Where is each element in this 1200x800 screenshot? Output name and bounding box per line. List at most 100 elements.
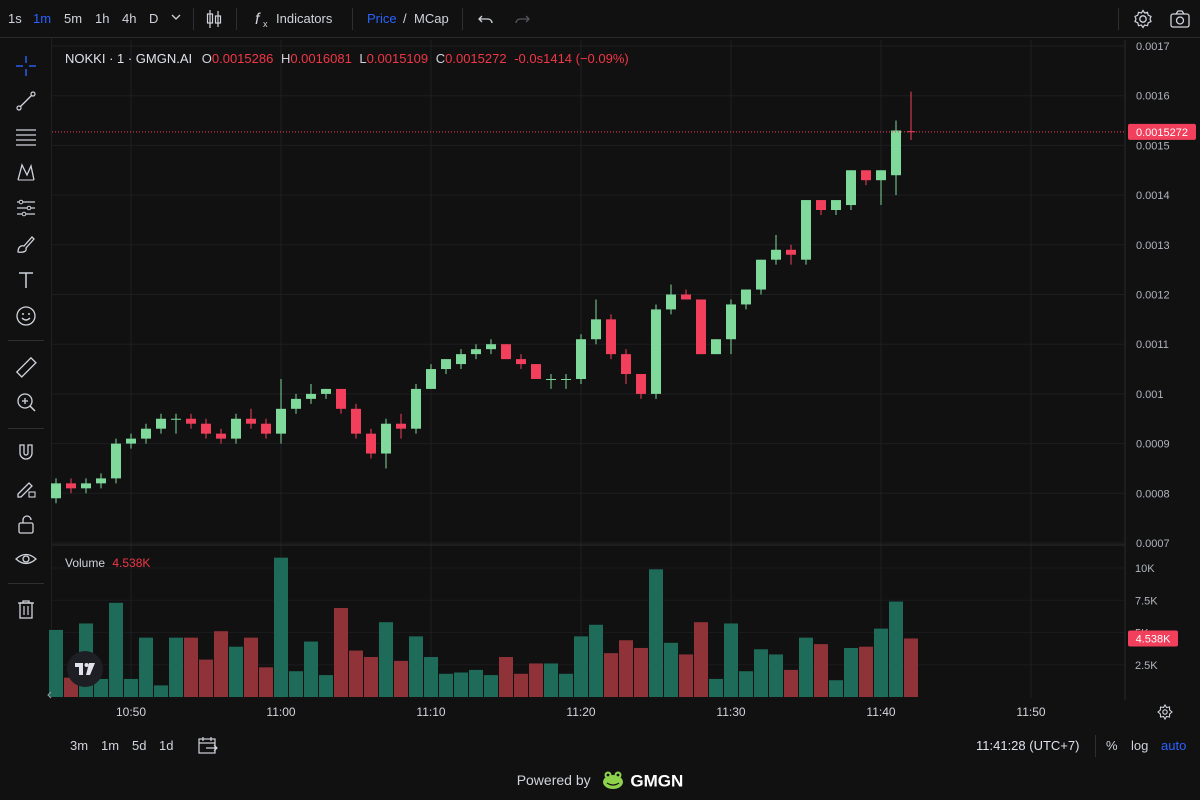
candle-body <box>126 438 136 444</box>
candle-body <box>441 359 451 370</box>
candle-body <box>756 259 766 290</box>
volume-bar <box>544 663 558 697</box>
volume-bar <box>349 650 363 697</box>
emoji-icon[interactable] <box>13 303 39 329</box>
gear-icon[interactable] <box>1132 8 1154 33</box>
candles-icon[interactable] <box>204 8 224 33</box>
candle-body <box>816 200 826 211</box>
volume-bar <box>184 637 198 697</box>
chevron-down-icon[interactable] <box>170 11 182 26</box>
text-icon[interactable] <box>13 267 39 293</box>
candle-body <box>456 354 466 365</box>
range-1d[interactable]: 1d <box>159 738 174 753</box>
open-label: O <box>201 51 212 66</box>
candle-body <box>96 478 106 484</box>
magnet-icon[interactable] <box>13 439 39 465</box>
candle-body <box>141 428 151 439</box>
redo-icon[interactable] <box>513 10 531 31</box>
candle-body <box>51 483 61 499</box>
ruler-icon[interactable] <box>13 354 39 380</box>
volume-bar <box>694 622 708 697</box>
symbol-label[interactable]: NOKKI · 1 · GMGN.AI <box>65 51 193 66</box>
eye-icon[interactable] <box>13 546 39 572</box>
brush-icon[interactable] <box>13 231 39 257</box>
log-toggle[interactable]: log <box>1131 738 1149 753</box>
price-toggle[interactable]: Price <box>367 11 397 26</box>
volume-bar <box>559 673 573 697</box>
trash-icon[interactable] <box>13 596 39 622</box>
candle-body <box>846 170 856 206</box>
volume-legend: Volume 4.538K <box>65 556 150 570</box>
volume-bar <box>649 569 663 697</box>
price-badge: 0.0015272 <box>1136 127 1188 139</box>
timeframe-1h[interactable]: 1h <box>95 11 110 26</box>
unlock-icon[interactable] <box>13 511 39 537</box>
range-1m[interactable]: 1m <box>101 738 120 753</box>
chart-grid <box>52 40 1125 698</box>
time-tick-label: 10:50 <box>116 705 146 719</box>
percent-toggle[interactable]: % <box>1106 738 1118 753</box>
timeframe-5m[interactable]: 5m <box>64 11 83 26</box>
candle-body <box>531 364 541 379</box>
candle-body <box>606 319 616 355</box>
range-3m[interactable]: 3m <box>70 738 89 753</box>
camera-icon[interactable] <box>1169 8 1191 33</box>
candle-body <box>321 388 331 394</box>
volume-bars <box>49 557 918 697</box>
forecast-icon[interactable] <box>13 195 39 221</box>
volume-bar <box>364 657 378 697</box>
volume-bar <box>679 654 693 697</box>
auto-toggle[interactable]: auto <box>1161 738 1187 753</box>
range-5d[interactable]: 5d <box>132 738 147 753</box>
volume-bar <box>424 657 438 697</box>
tradingview-logo-icon <box>75 663 95 675</box>
calendar-icon[interactable] <box>197 735 219 758</box>
volume-bar <box>844 647 858 697</box>
volume-bar <box>379 622 393 697</box>
gmgn-frog-icon <box>601 770 625 793</box>
fib-retracement-icon[interactable] <box>13 124 39 150</box>
change-value: -0.0s1414 (−0.09%) <box>514 51 629 66</box>
clock-timezone[interactable]: 11:41:28 (UTC+7) <box>976 738 1080 753</box>
svg-text:x: x <box>263 19 268 29</box>
volume-bar <box>709 678 723 697</box>
gmgn-brand: GMGN <box>630 771 684 791</box>
timeframe-4h[interactable]: 4h <box>122 11 137 26</box>
candle-body <box>261 423 271 434</box>
volume-label: Volume <box>65 556 106 570</box>
volume-bar <box>814 644 828 697</box>
volume-bar <box>469 669 483 697</box>
timeframe-1m[interactable]: 1m <box>33 11 52 26</box>
price-tick-label: 0.0008 <box>1136 488 1170 500</box>
candle-body <box>741 289 751 305</box>
pattern-icon[interactable] <box>13 159 39 185</box>
volume-bar <box>334 607 348 697</box>
volume-bar <box>529 663 543 697</box>
indicators-button[interactable]: Indicators <box>276 11 333 26</box>
footer: Powered by GMGN <box>0 770 1200 794</box>
volume-bar <box>799 637 813 697</box>
lock-drawings-icon[interactable] <box>13 475 39 501</box>
price-badge-bg <box>1128 123 1196 140</box>
timeframe-D[interactable]: D <box>149 11 159 26</box>
candle-body <box>471 349 481 355</box>
zoom-in-icon[interactable] <box>13 389 39 415</box>
timeframe-1s[interactable]: 1s <box>8 11 22 26</box>
crosshair-icon[interactable] <box>13 53 39 79</box>
undo-icon[interactable] <box>477 10 495 31</box>
candle-body <box>201 423 211 434</box>
volume-bar <box>724 623 738 697</box>
svg-text:f: f <box>255 11 261 28</box>
mcap-toggle[interactable]: MCap <box>414 11 449 26</box>
trend-line-icon[interactable] <box>13 88 39 114</box>
candle-body <box>546 378 556 380</box>
scroll-left-icon[interactable] <box>47 691 52 699</box>
time-axis-settings-icon[interactable] <box>1157 703 1173 721</box>
candle-body <box>621 354 631 375</box>
candle-body <box>291 398 301 409</box>
tradingview-logo[interactable] <box>67 651 103 687</box>
price-tick-label: 0.0015 <box>1136 140 1170 152</box>
